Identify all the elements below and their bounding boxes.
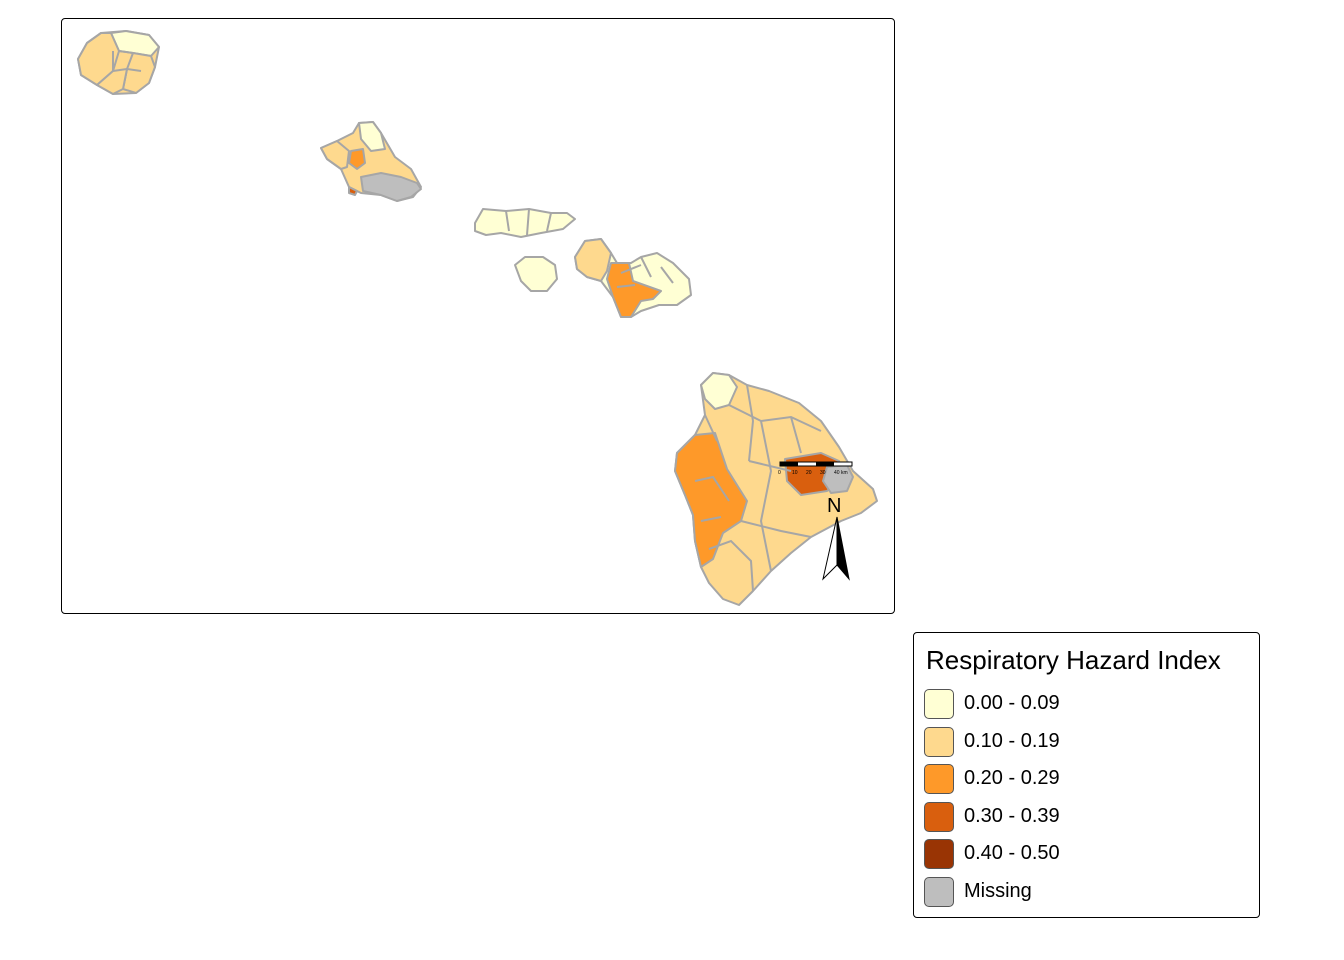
island-lanai: [514, 256, 558, 292]
scale-tick-30: 30: [820, 470, 826, 476]
island-molokai: [474, 208, 576, 238]
tract-kauai-south: [96, 68, 128, 95]
legend-item: Missing: [924, 877, 1244, 911]
legend-item: 0.10 - 0.19: [924, 727, 1244, 761]
legend-swatch: [924, 689, 954, 719]
scale-tick-0: 0: [778, 470, 781, 476]
legend-label: 0.20 - 0.29: [964, 767, 1060, 789]
north-arrow-icon: N: [822, 495, 850, 581]
tract-oahu-west: [320, 140, 350, 170]
legend-swatch: [924, 764, 954, 794]
legend-title: Respiratory Hazard Index: [926, 645, 1221, 675]
legend-swatch: [924, 839, 954, 869]
tract-oahu-north: [358, 121, 386, 152]
legend-item: 0.30 - 0.39: [924, 802, 1244, 836]
legend-label: 0.30 - 0.39: [964, 805, 1060, 827]
tract-oahu-central: [348, 148, 366, 170]
legend-item: 0.20 - 0.29: [924, 764, 1244, 798]
tract-borders-kauai: [112, 50, 142, 72]
tract-oahu-south: [348, 186, 358, 196]
tract-borders-maui: [616, 256, 674, 288]
north-label: N: [827, 495, 841, 517]
legend-item: 0.40 - 0.50: [924, 839, 1244, 873]
legend-label: 0.00 - 0.09: [964, 692, 1060, 714]
legend-swatch: [924, 727, 954, 757]
scale-tick-40: 40 km: [834, 470, 848, 476]
tract-maui-central: [606, 262, 662, 318]
map-legend: Respiratory Hazard Index 0.00 - 0.09 0.1…: [913, 632, 1260, 918]
hawaii-choropleth-map: 0 10 20 30 40 km N: [77, 30, 878, 606]
legend-item: 0.00 - 0.09: [924, 689, 1244, 723]
scale-tick-20: 20: [806, 470, 812, 476]
tract-maui-west: [574, 238, 612, 282]
tract-borders-hawaii: [694, 384, 822, 592]
scale-tick-10: 10: [792, 470, 798, 476]
legend-label: 0.10 - 0.19: [964, 730, 1060, 752]
legend-label: Missing: [964, 880, 1032, 902]
urban-honolulu: [360, 172, 422, 202]
legend-swatch: [924, 802, 954, 832]
legend-label: 0.40 - 0.50: [964, 842, 1060, 864]
tract-borders-molokai: [505, 208, 552, 236]
legend-swatch: [924, 877, 954, 907]
scale-bar: 0 10 20 30 40 km: [778, 461, 853, 476]
map-panel: 0 10 20 30 40 km N: [61, 18, 895, 614]
tract-hawaii-kohala: [700, 372, 738, 410]
